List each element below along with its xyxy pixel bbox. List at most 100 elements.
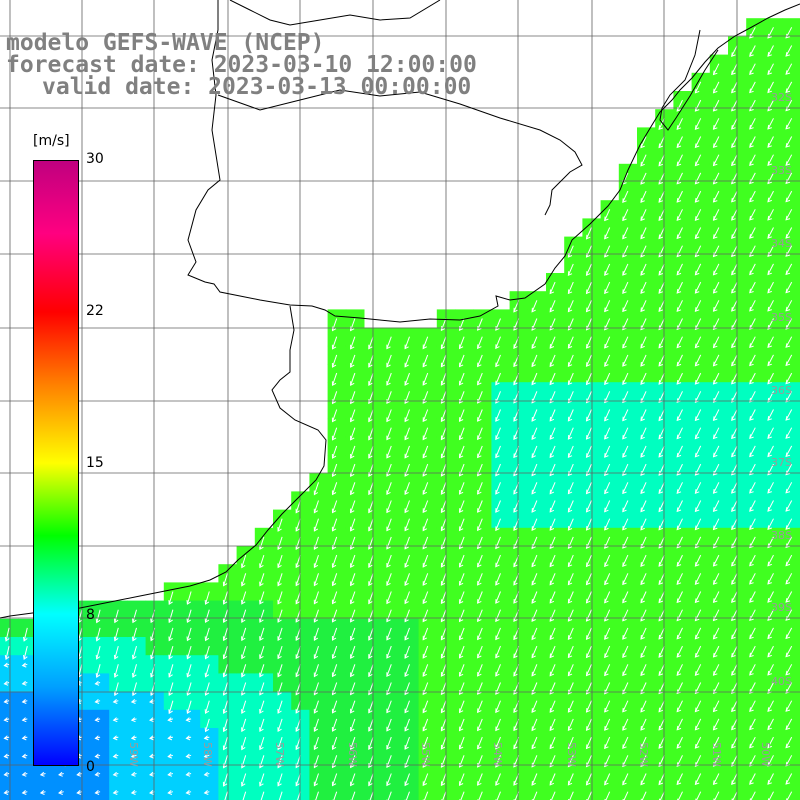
wind-arrow-head xyxy=(622,544,627,549)
wind-arrow-head xyxy=(277,599,282,605)
wind-arrow xyxy=(640,172,647,185)
wind-arrow xyxy=(477,500,483,513)
wind-arrow-head xyxy=(350,344,355,350)
wind-arrow xyxy=(259,755,265,768)
wind-arrow-head xyxy=(295,617,300,623)
wind-arrow xyxy=(731,682,738,694)
wind-arrow-head xyxy=(549,507,555,513)
wind-arrow-head xyxy=(295,563,300,569)
wind-arrow xyxy=(459,736,465,749)
wind-arrow xyxy=(713,500,720,512)
wind-arrow-head xyxy=(513,416,518,422)
wind-speed-cell xyxy=(18,746,37,765)
wind-arrow-head xyxy=(785,161,791,166)
wind-arrow xyxy=(676,482,683,494)
wind-arrow-head xyxy=(386,526,391,532)
wind-arrow-head xyxy=(676,434,682,440)
wind-arrow xyxy=(785,172,793,184)
wind-arrow-head xyxy=(676,307,682,312)
wind-arrow-head xyxy=(350,417,355,423)
wind-arrow-head xyxy=(277,545,282,551)
wind-arrow-head xyxy=(331,435,337,441)
wind-arrow xyxy=(713,118,720,130)
wind-arrow xyxy=(531,354,538,367)
wind-speed-cell xyxy=(54,782,74,800)
wind-speed-cell xyxy=(18,673,37,693)
wind-arrow xyxy=(640,336,647,349)
longitude-label: 52W xyxy=(637,742,650,767)
wind-arrow xyxy=(640,391,647,403)
wind-arrow-head xyxy=(622,216,627,222)
wind-arrow xyxy=(694,500,702,512)
wind-arrow-head xyxy=(113,691,119,697)
wind-arrow xyxy=(531,554,538,567)
wind-arrow xyxy=(78,664,83,678)
wind-arrow xyxy=(567,409,574,421)
wind-arrow-head xyxy=(694,234,700,240)
wind-arrow-head xyxy=(295,599,300,605)
wind-arrow xyxy=(713,300,720,312)
wind-arrow xyxy=(459,554,465,567)
wind-arrow xyxy=(495,627,501,640)
colorbar-tick-label: 15 xyxy=(86,455,104,471)
wind-arrow-head xyxy=(640,198,645,203)
wind-arrow xyxy=(440,372,447,386)
wind-arrow xyxy=(586,773,592,786)
wind-arrow-head xyxy=(477,380,482,386)
wind-arrow xyxy=(78,627,83,641)
wind-arrow-head xyxy=(440,380,446,386)
wind-arrow xyxy=(567,518,574,531)
wind-arrow-head xyxy=(295,745,300,751)
wind-arrow-head xyxy=(585,271,591,276)
wind-arrow-head xyxy=(21,753,27,759)
wind-arrow xyxy=(440,645,447,659)
wind-arrow-head xyxy=(386,763,391,769)
wind-speed-cell xyxy=(127,782,147,800)
wind-arrow-head xyxy=(731,216,736,221)
wind-arrow-head xyxy=(712,743,718,749)
wind-arrow-head xyxy=(567,507,573,513)
wind-arrow-head xyxy=(712,270,718,276)
wind-arrow xyxy=(315,791,319,800)
wind-arrow xyxy=(442,791,447,800)
wind-arrow xyxy=(567,463,574,476)
wind-arrow-head xyxy=(295,636,300,641)
wind-arrow-head xyxy=(731,707,736,713)
wind-arrow xyxy=(495,427,501,440)
wind-arrow xyxy=(640,573,647,585)
wind-arrow xyxy=(332,664,338,677)
wind-arrow-head xyxy=(313,581,319,587)
wind-arrow-head xyxy=(331,654,337,660)
wind-arrow xyxy=(277,554,283,568)
wind-arrow-head xyxy=(767,33,772,39)
wind-arrow xyxy=(676,263,683,276)
wind-arrow-head xyxy=(712,343,718,349)
wind-arrow-head xyxy=(585,289,591,295)
wind-arrow-head xyxy=(785,470,791,476)
wind-arrow xyxy=(731,755,738,767)
wind-arrow xyxy=(477,645,483,658)
wind-arrow-head xyxy=(604,562,609,568)
wind-arrow-head xyxy=(186,654,191,660)
wind-arrow xyxy=(224,791,228,800)
wind-arrow-head xyxy=(150,618,155,624)
wind-arrow-head xyxy=(676,216,682,221)
colorbar-unit: [m/s] xyxy=(33,133,70,149)
wind-arrow-head xyxy=(95,673,101,678)
wind-arrow xyxy=(422,627,429,640)
wind-arrow-head xyxy=(3,790,9,795)
wind-arrow-head xyxy=(749,361,754,367)
wind-arrow xyxy=(713,354,720,366)
wind-arrow xyxy=(332,500,338,513)
wind-arrow xyxy=(767,172,774,184)
wind-speed-cell xyxy=(145,691,165,711)
wind-arrow-head xyxy=(422,708,428,714)
wind-speed-cell xyxy=(18,728,37,747)
wind-arrow-head xyxy=(94,717,100,723)
wind-speed-cell xyxy=(746,782,765,800)
wind-arrow xyxy=(350,372,356,386)
wind-arrow xyxy=(386,336,392,349)
wind-speed-cell xyxy=(491,782,511,800)
wind-arrow-head xyxy=(676,198,682,203)
